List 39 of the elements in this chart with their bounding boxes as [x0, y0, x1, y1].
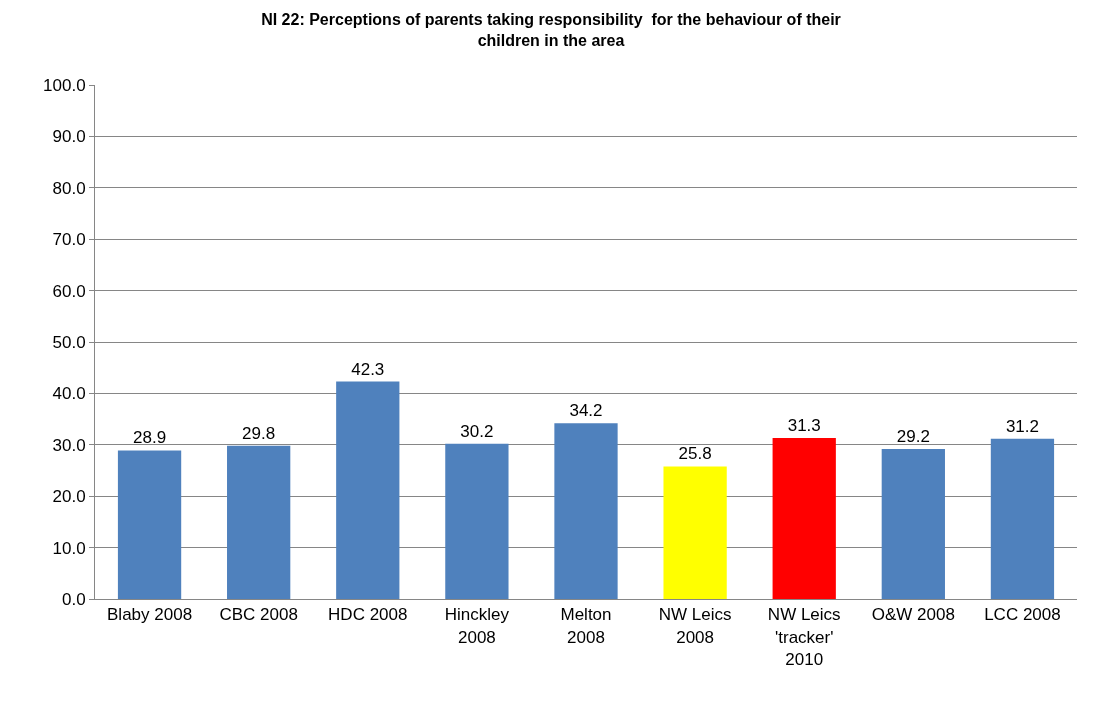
chart-title: NI 22: Perceptions of parents taking responsibility for the behaviour of their children in the area	[261, 11, 841, 50]
y-tick-label: 70.0	[52, 230, 86, 250]
x-tick-label: CBC 2008	[219, 605, 298, 625]
x-tick-label: Melton 2008	[560, 605, 612, 647]
y-tick-label: 40.0	[52, 384, 86, 404]
data-label: 25.8	[678, 444, 712, 464]
bar	[554, 423, 618, 599]
data-label: 30.2	[460, 421, 494, 441]
y-tick-label: 100.0	[43, 75, 86, 95]
x-tick-label: O&W 2008	[871, 605, 955, 625]
y-tick-label: 30.0	[52, 435, 86, 455]
bar	[663, 466, 727, 599]
x-tick-label: NW Leics 'tracker' 2010	[767, 605, 841, 669]
bar	[117, 450, 182, 599]
y-tick-label: 50.0	[52, 332, 86, 352]
data-label: 34.2	[569, 401, 603, 421]
y-tick-label: 0.0	[61, 589, 86, 609]
data-label: 29.2	[896, 426, 930, 446]
data-label: 28.9	[133, 428, 167, 448]
bar	[336, 381, 400, 599]
bar	[227, 445, 291, 599]
data-label: 29.8	[242, 423, 276, 443]
data-label: 42.3	[351, 359, 385, 379]
x-tick-label: NW Leics 2008	[658, 605, 732, 647]
y-tick-label: 10.0	[52, 538, 86, 558]
data-label: 31.3	[787, 416, 821, 436]
bar	[881, 448, 945, 599]
x-tick-label: HDC 2008	[328, 605, 408, 625]
y-tick-label: 80.0	[52, 178, 86, 198]
bar	[990, 438, 1055, 599]
y-tick-label: 20.0	[52, 487, 86, 507]
x-tick-label: LCC 2008	[984, 605, 1061, 625]
data-label: 31.2	[1005, 416, 1039, 436]
bar	[445, 443, 509, 599]
x-tick-label: Hinckley 2008	[444, 605, 510, 647]
x-tick-label: Blaby 2008	[107, 605, 193, 625]
y-tick-label: 90.0	[52, 127, 86, 147]
y-tick-label: 60.0	[52, 281, 86, 301]
bar	[772, 438, 836, 599]
